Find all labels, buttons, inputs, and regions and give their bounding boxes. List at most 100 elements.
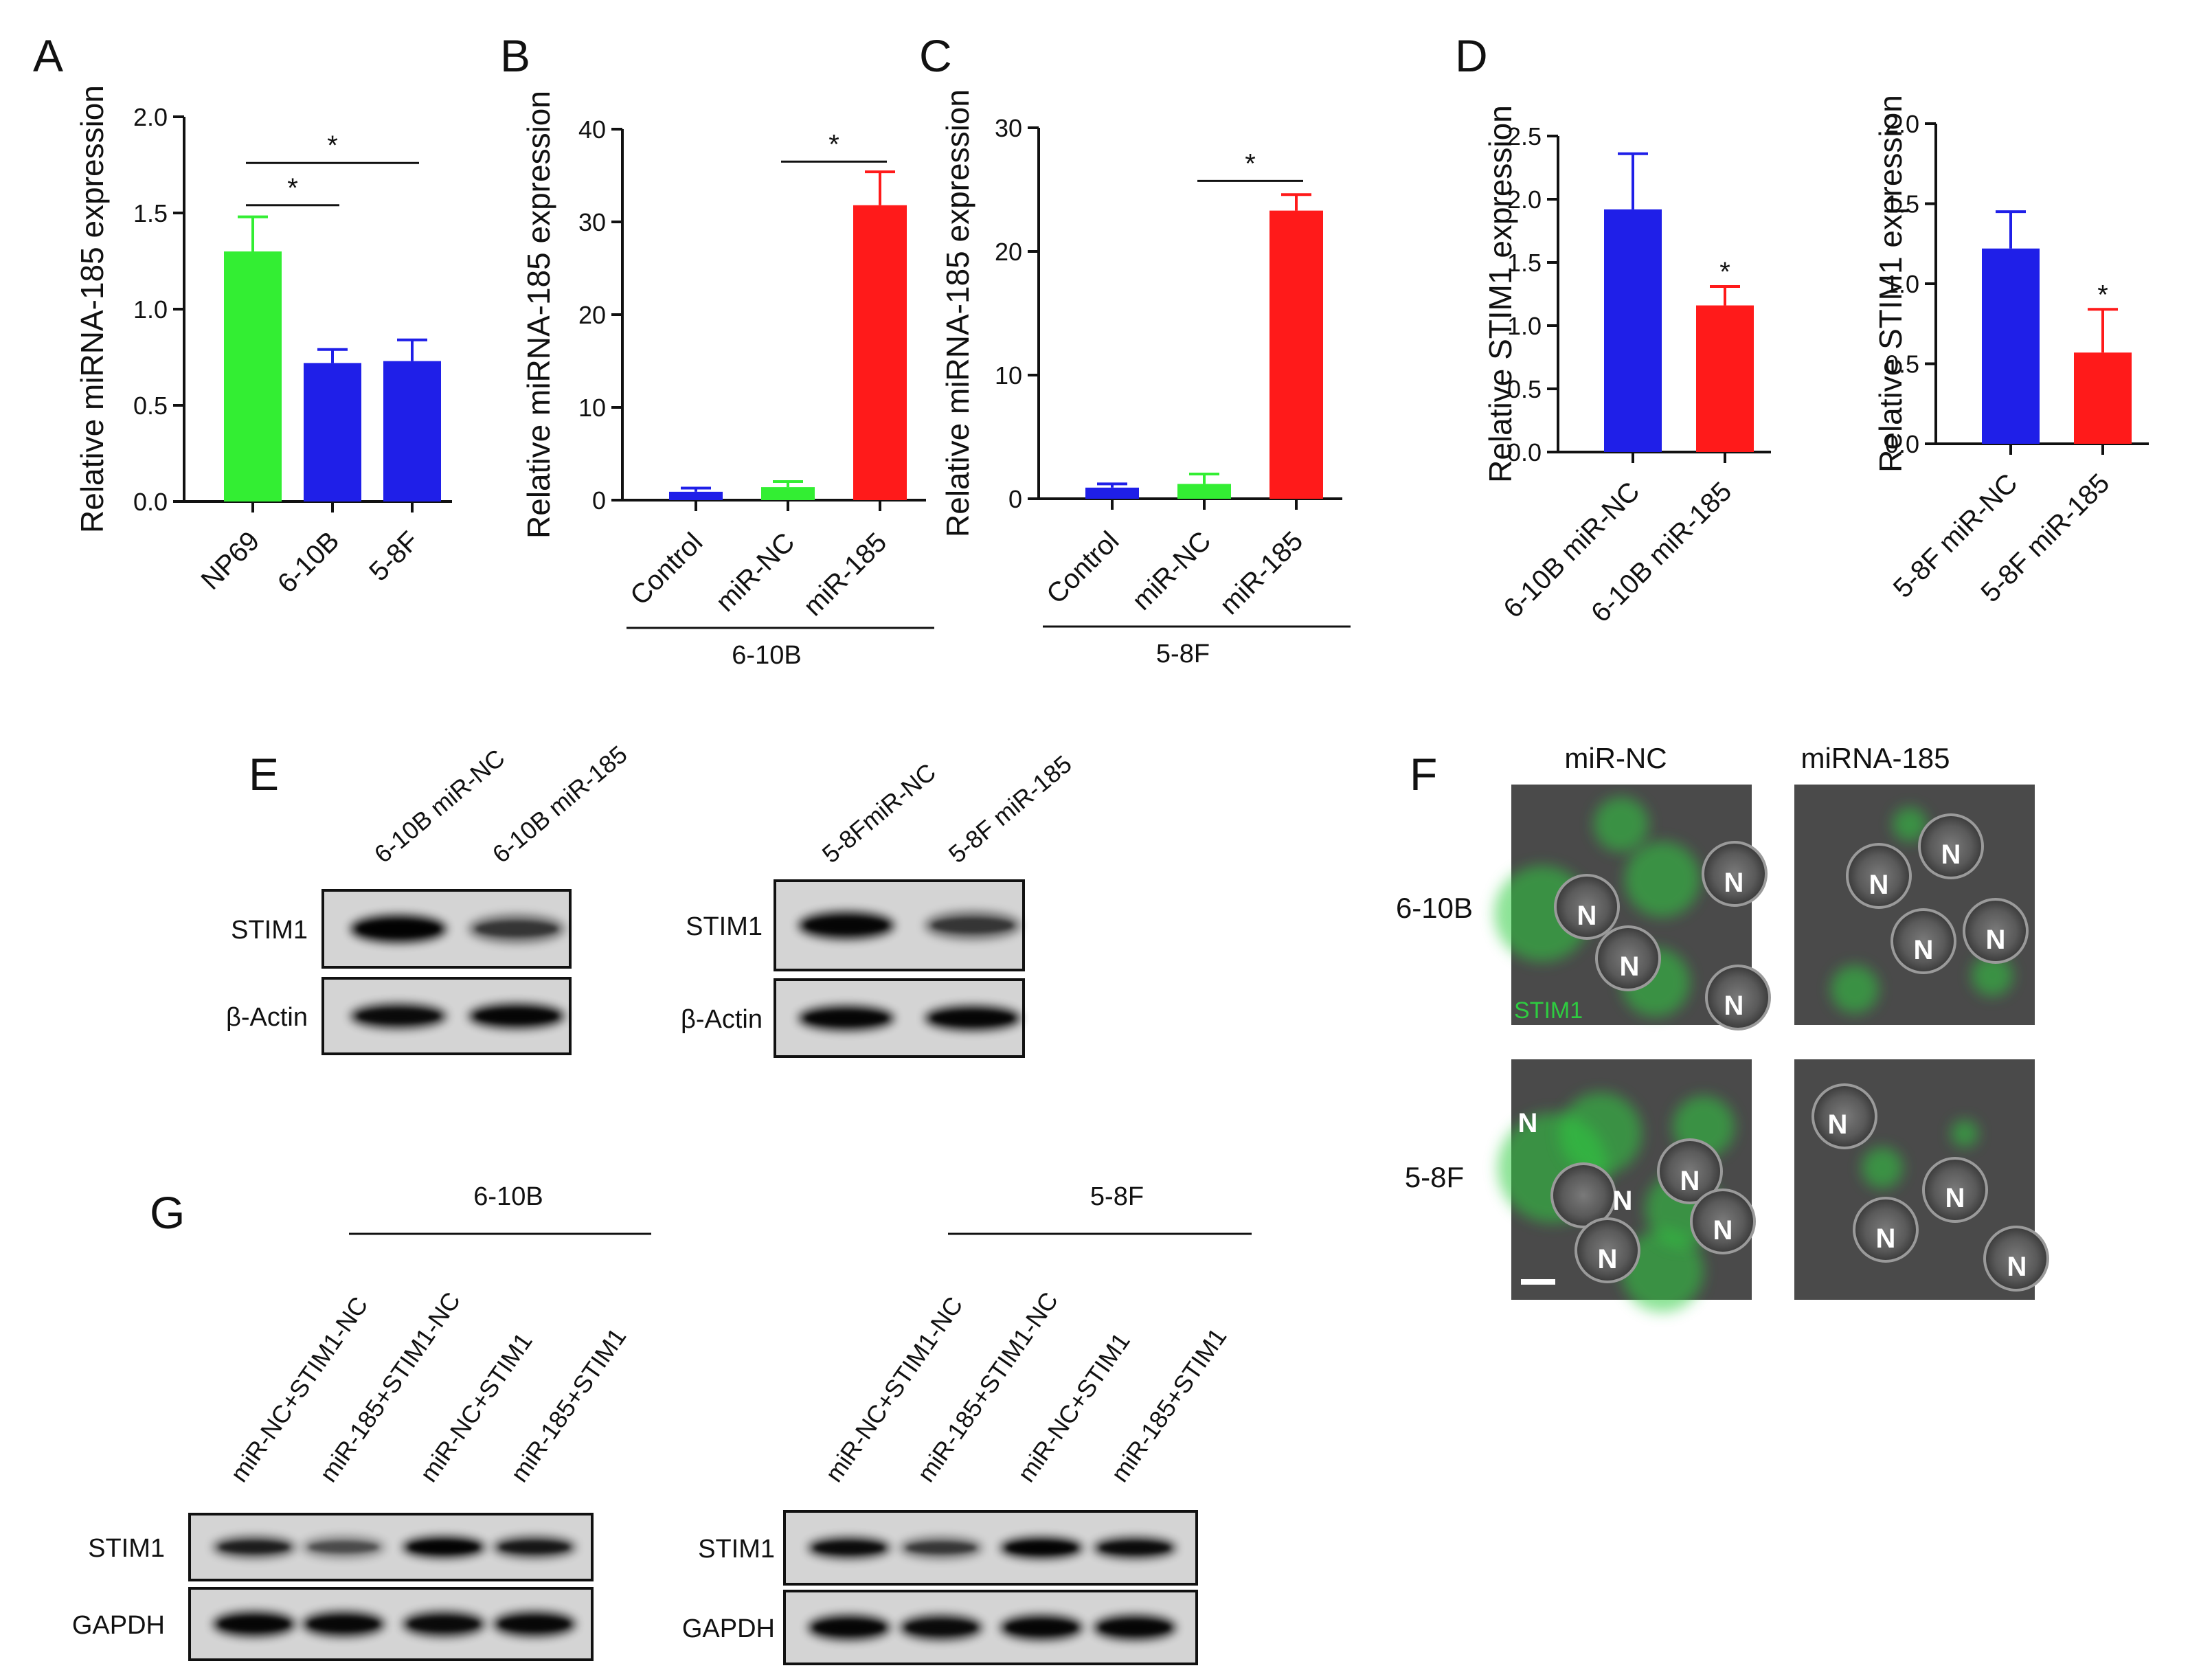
y-tick-label: 0.0 — [1885, 430, 1919, 458]
micro-row-label-6-10b: 6-10B — [1396, 892, 1473, 924]
panel-letter-g: G — [150, 1187, 185, 1238]
cell-nucleus — [1657, 1138, 1723, 1204]
significance-star: * — [1719, 257, 1730, 287]
blot-band-core — [814, 1542, 884, 1554]
y-tick-label: 1.0 — [1507, 312, 1542, 340]
stim1-stain — [1559, 1092, 1642, 1175]
nucleus-label: N — [2007, 1252, 2027, 1282]
micro-image-4: N N N N — [1794, 1059, 2049, 1300]
blot-band-core — [357, 1009, 440, 1023]
bar-charts: 0.0 0.5 1.0 1.5 2.0 Relative miRNA-185 expres… — [74, 85, 2149, 670]
blot-band-core — [308, 1617, 379, 1631]
nucleus-label: N — [1577, 901, 1597, 931]
nucleus-label: N — [1914, 935, 1934, 965]
nucleus-label: N — [1724, 868, 1744, 898]
significance-star: * — [2097, 280, 2108, 310]
y-axis-label: Relative miRNA-185 expression — [940, 89, 975, 537]
blot-band-core — [1006, 1621, 1076, 1634]
nucleus-label: N — [1518, 1108, 1538, 1138]
cell-nucleus — [1983, 1226, 2049, 1292]
category-label: miR-185 — [1214, 526, 1309, 620]
blot-band-core — [805, 1011, 888, 1025]
bar — [1604, 209, 1662, 452]
panel-letter-c: C — [919, 30, 952, 81]
y-tick-label: 20 — [995, 238, 1022, 266]
category-label: Control — [624, 527, 708, 611]
group-label: 6-10B — [732, 641, 801, 670]
panel-letter-d: D — [1455, 30, 1488, 81]
bar — [383, 361, 441, 502]
significance-star: * — [287, 173, 298, 203]
panel-letter-a: A — [33, 30, 63, 81]
blot-band-core — [409, 1617, 479, 1631]
blot-band-core — [499, 1541, 569, 1553]
blot-band-core — [932, 1011, 1014, 1025]
y-tick-label: 0 — [1008, 485, 1022, 513]
stim1-stain — [1625, 842, 1700, 917]
bar — [853, 205, 907, 500]
y-axis-label: Relative STIM1 expression — [1482, 105, 1518, 483]
y-tick-label: 10 — [578, 394, 606, 422]
blot-lane-label: 6-10B miR-185 — [487, 740, 633, 868]
blot-band-core — [932, 918, 1014, 933]
nucleus-label: N — [1613, 1186, 1633, 1216]
bar — [761, 487, 815, 500]
bar — [1696, 305, 1754, 452]
blot-band-core — [1100, 1621, 1170, 1634]
bar — [1269, 210, 1323, 499]
y-axis-label: Relative miRNA-185 expression — [521, 91, 556, 539]
blot-band-core — [1006, 1542, 1076, 1554]
bar — [669, 491, 723, 500]
blot-lane-label: 5-8F miR-185 — [943, 750, 1077, 868]
blot-row-label: STIM1 — [698, 1535, 775, 1564]
blot-band-core — [906, 1542, 976, 1554]
cell-nucleus — [1918, 813, 1984, 879]
y-tick-label: 2.0 — [1507, 185, 1542, 214]
y-tick-label: 1.5 — [133, 199, 168, 227]
chart-b: 0 10 20 30 40 Relative miRNA-185 expression Co… — [521, 91, 934, 670]
cell-nucleus — [1575, 1217, 1640, 1283]
panel-letter-e: E — [249, 749, 279, 800]
y-tick-label: 2.0 — [133, 103, 168, 131]
category-label: 6-10B — [272, 526, 346, 599]
y-tick-label: 0.5 — [1507, 375, 1542, 403]
significance-star: * — [828, 129, 839, 159]
cell-nucleus — [1702, 841, 1768, 907]
y-tick-label: 30 — [578, 208, 606, 236]
stim1-stain — [1594, 797, 1649, 852]
cell-nucleus — [1846, 843, 1912, 909]
micro-row-label-5-8f: 5-8F — [1405, 1161, 1464, 1193]
blot-row-label: GAPDH — [72, 1611, 165, 1640]
category-label: NP69 — [195, 526, 265, 596]
stim1-stain-label: STIM1 — [1514, 998, 1583, 1024]
nucleus-label: N — [1945, 1183, 1965, 1213]
y-tick-label: 0.0 — [1507, 438, 1542, 466]
blot-row-label: β-Actin — [681, 1005, 763, 1034]
bar — [1982, 248, 2040, 444]
panel-g-western-blots: 6-10BmiR-NC+STIM1-NCmiR-185+STIM1-NCmiR-… — [72, 1182, 1252, 1665]
significance-star: * — [327, 131, 338, 161]
nucleus-label: N — [1986, 925, 2006, 955]
nucleus-label: N — [1941, 839, 1961, 870]
stim1-stain — [1621, 1230, 1704, 1312]
blot-band-core — [814, 1621, 884, 1634]
y-tick-label: 1.0 — [133, 295, 168, 324]
y-axis-label: Relative miRNA-185 expression — [74, 85, 110, 533]
y-tick-label: 40 — [578, 115, 606, 144]
blot-band-core — [409, 1541, 479, 1553]
significance-star: * — [1245, 148, 1256, 179]
blot-lane-label: 5-8FmiR-NC — [817, 758, 941, 868]
scale-bar — [1521, 1279, 1555, 1285]
panel-letter-f: F — [1410, 749, 1437, 800]
blot-band-core — [219, 1617, 289, 1631]
bar — [1085, 487, 1139, 499]
y-tick-label: 0 — [592, 486, 606, 515]
group-label: 5-8F — [1156, 640, 1210, 668]
cell-nucleus — [1891, 908, 1956, 974]
cell-nucleus — [1705, 965, 1771, 1030]
category-label: miR-NC — [710, 527, 801, 618]
chart-c: 0 10 20 30 Relative miRNA-185 expression Cont… — [940, 89, 1351, 668]
